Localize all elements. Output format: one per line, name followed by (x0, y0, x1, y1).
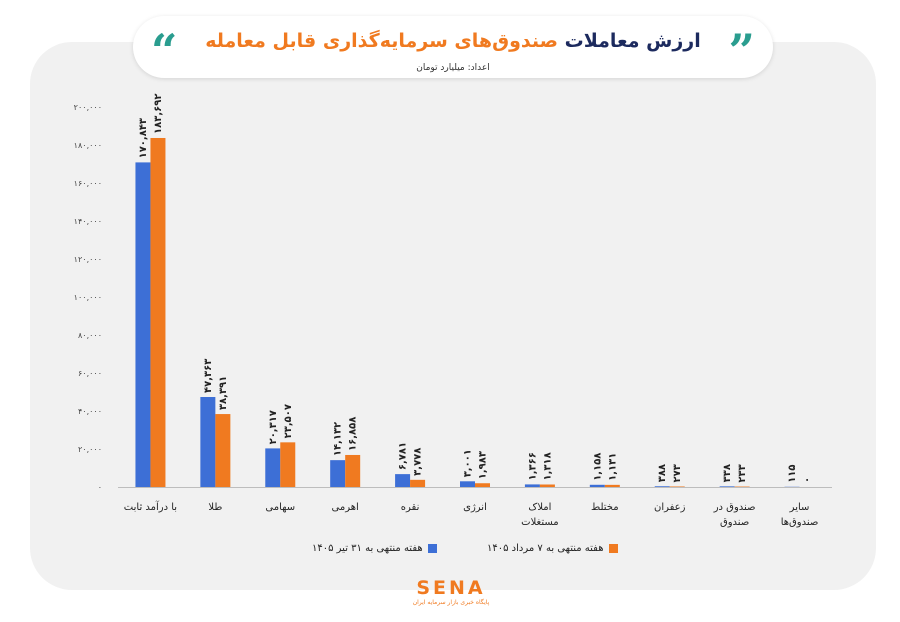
bar-series-2 (215, 414, 231, 487)
data-label-series-1: ۱,۱۵۸ (592, 453, 603, 481)
sena-logo: SENA پایگاه خبری بازار سرمایه ایران (407, 578, 495, 608)
legend-swatch-series-1 (427, 543, 437, 553)
bar-series-1 (200, 397, 216, 487)
bar-series-1 (654, 486, 670, 487)
data-label-series-2: ۱,۳۱۸ (542, 452, 553, 480)
category-label: املاک (528, 502, 551, 513)
legend-label-series-1: هفته منتهی به ۳۱ تیر ۱۴۰۵ (312, 543, 423, 554)
bar-series-2 (345, 454, 361, 487)
data-label-series-1: ۱۱۵ (787, 464, 798, 482)
data-label-series-2: ۳۸,۳۹۱ (218, 376, 229, 410)
title-banner: “ ارزش معاملات صندوق‌های سرمایه‌گذاری قا… (133, 16, 773, 78)
bar-series-1 (265, 448, 281, 487)
y-tick-label: ۱۰۰,۰۰۰ (74, 293, 102, 302)
y-tick-label: ۲۰۰,۰۰۰ (74, 103, 102, 112)
data-label-series-1: ۶,۷۸۱ (398, 442, 409, 470)
quote-close-icon: ” (728, 24, 755, 78)
logo-tagline: پایگاه خبری بازار سرمایه ایران (412, 599, 490, 606)
data-label-series-1: ۱۴,۱۳۲ (333, 422, 344, 456)
category-label: نقره (401, 502, 420, 513)
y-tick-label: ۲۰,۰۰۰ (78, 445, 102, 454)
data-label-series-1: ۳۸۸ (657, 464, 668, 482)
bar-series-2 (280, 442, 296, 487)
bar-series-2 (539, 484, 555, 487)
chart-subtitle: اعداد: میلیارد تومان (416, 63, 490, 73)
y-tick-label: ۱۶۰,۰۰۰ (74, 179, 102, 188)
legend-item-series-1: هفته منتهی به ۳۱ تیر ۱۴۰۵ (312, 543, 437, 554)
data-label-series-2: ۲۳۳ (737, 464, 748, 482)
category-label: انرژی (463, 502, 487, 513)
y-tick-label: ۴۰,۰۰۰ (78, 407, 102, 416)
y-tick-label: ۰ (98, 483, 102, 492)
data-label-series-2: ۲۳,۵۰۷ (283, 404, 294, 438)
chart-title: ارزش معاملات صندوق‌های سرمایه‌گذاری قابل… (133, 30, 773, 52)
quote-open-icon: “ (151, 24, 178, 78)
data-label-series-2: ۱۸۳,۶۹۲ (153, 94, 164, 134)
logo-word: SENA (416, 577, 486, 599)
data-label-series-2: ۰ (802, 477, 813, 483)
category-label: مختلط (591, 502, 619, 513)
category-label: اهرمی (332, 502, 359, 513)
data-label-series-2: ۱۶,۸۵۸ (348, 417, 359, 451)
data-label-series-2: ۳,۷۷۸ (413, 448, 424, 476)
bar-series-1 (589, 484, 605, 487)
category-label: مستغلات (521, 517, 559, 528)
data-label-series-2: ۱,۱۳۱ (607, 453, 618, 481)
data-label-series-1: ۳۳۸ (722, 464, 733, 482)
data-label-series-2: ۲۷۳ (672, 464, 683, 482)
bar-series-1 (460, 481, 475, 487)
legend-swatch-series-2 (608, 543, 618, 553)
chart-card (30, 42, 876, 590)
legend-label-series-2: هفته منتهی به ۷ مرداد ۱۴۰۵ (487, 543, 604, 554)
bar-series-2 (604, 484, 620, 487)
bar-series-1 (395, 474, 411, 487)
category-label: صندوق (720, 517, 749, 528)
y-tick-label: ۱۲۰,۰۰۰ (74, 255, 102, 264)
legend: هفته منتهی به ۷ مرداد ۱۴۰۵ هفته منتهی به… (0, 543, 900, 559)
data-label-series-1: ۱۷۰,۸۴۳ (138, 118, 149, 158)
legend-item-series-2: هفته منتهی به ۷ مرداد ۱۴۰۵ (487, 543, 618, 554)
y-tick-label: ۸۰,۰۰۰ (78, 331, 102, 340)
bar-series-2 (150, 137, 166, 487)
bar-series-2 (475, 483, 490, 487)
data-label-series-1: ۳,۰۰۱ (463, 449, 474, 477)
y-tick-label: ۶۰,۰۰۰ (78, 369, 102, 378)
data-label-series-1: ۴۷,۳۶۳ (203, 359, 214, 393)
category-label: با درآمد ثابت (124, 500, 177, 513)
bar-series-1 (719, 486, 735, 487)
category-label: سایر (789, 502, 810, 513)
bar-series-2 (410, 479, 426, 487)
bar-series-2 (669, 486, 685, 487)
data-label-series-2: ۱,۹۸۳ (478, 451, 489, 479)
data-label-series-1: ۱,۳۶۶ (527, 452, 538, 480)
category-label: صندوق در (713, 502, 756, 513)
bar-series-1 (330, 460, 346, 487)
category-label: زعفران (654, 502, 686, 513)
title-part-2: صندوق‌های سرمایه‌گذاری قابل معامله (205, 30, 558, 52)
bar-series-1 (524, 484, 540, 487)
bar-series-1 (135, 162, 151, 487)
y-tick-label: ۱۴۰,۰۰۰ (74, 217, 102, 226)
category-label: سهامی (265, 502, 295, 513)
category-label: طلا (208, 502, 222, 513)
y-tick-label: ۱۸۰,۰۰۰ (74, 141, 102, 150)
category-label: صندوق‌ها (781, 517, 819, 528)
title-part-1: ارزش معاملات (564, 30, 701, 52)
data-label-series-1: ۲۰,۳۱۷ (268, 410, 279, 444)
